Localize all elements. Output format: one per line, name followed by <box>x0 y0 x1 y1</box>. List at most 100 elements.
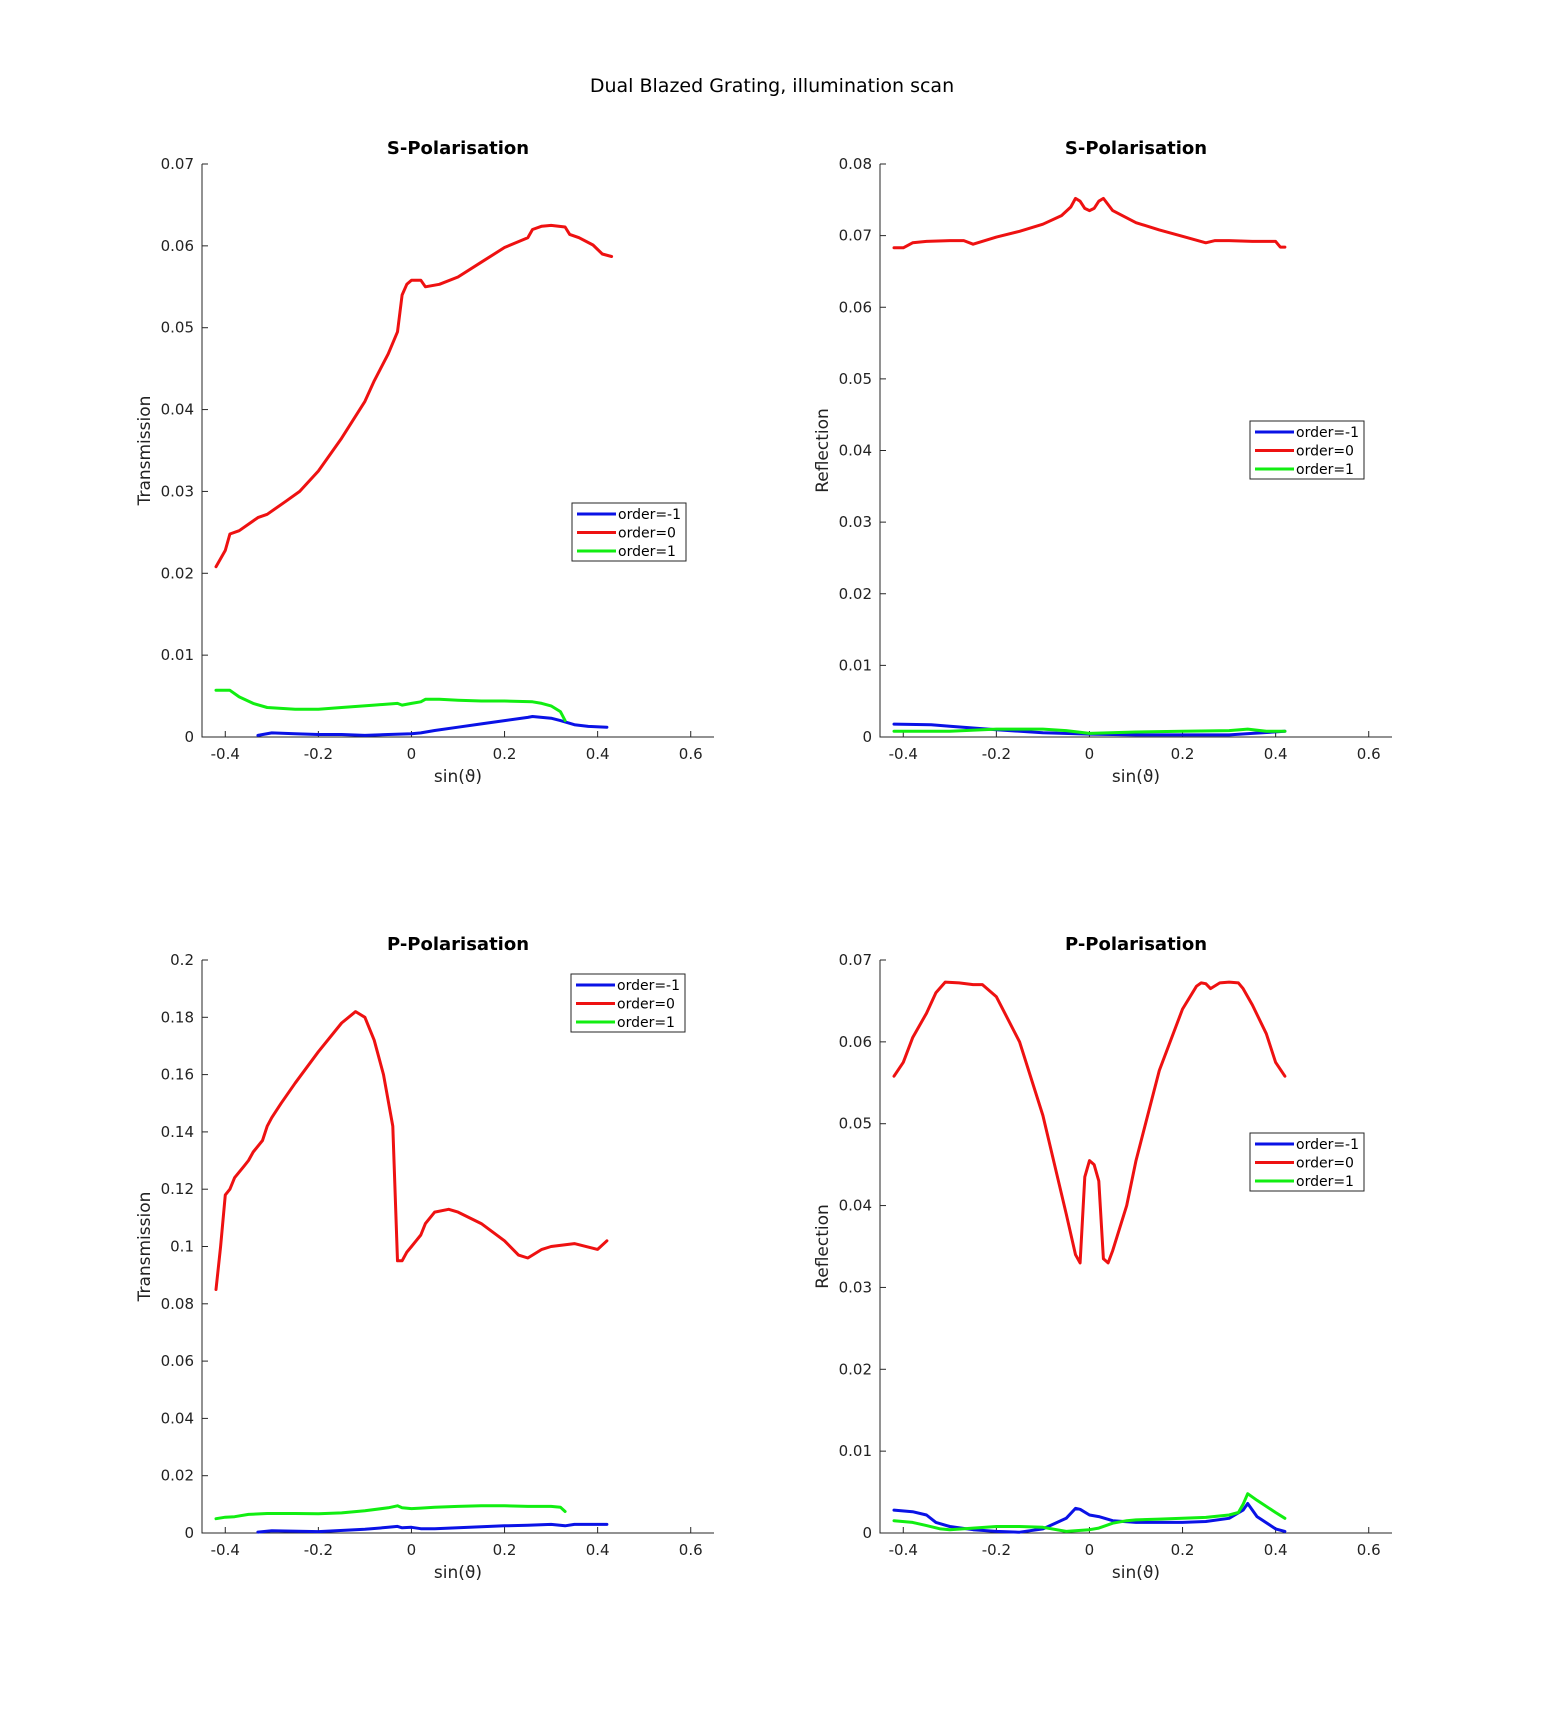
panel-2: S-Polarisation -0.4 -0.2 0 0.2 0.4 0.6 0 0.01 0.0… <box>813 138 1392 787</box>
y-tick-label: 0.14 <box>161 1123 194 1141</box>
legend: order=-1 order=0 order=1 <box>570 973 686 1033</box>
panel-title: P-Polarisation <box>1065 934 1207 955</box>
y-tick-label: 0 <box>184 1524 194 1542</box>
y-tick-label: 0.03 <box>839 513 872 531</box>
y-tick-label: 0.05 <box>161 319 194 337</box>
panel-title: P-Polarisation <box>387 934 529 955</box>
y-tick-label: 0.04 <box>161 401 194 419</box>
series-line-orderminus1 <box>256 715 609 737</box>
x-tick-label: -0.4 <box>889 745 918 763</box>
x-tick-label: 0.6 <box>1357 745 1381 763</box>
y-axis-label: Reflection <box>813 408 833 493</box>
axes-frame <box>879 960 1392 1534</box>
x-tick-label: 0.2 <box>1171 745 1195 763</box>
panel-3: P-Polarisation -0.4 -0.2 0 0.2 0.4 0.6 0 0.02 0.0… <box>135 934 714 1583</box>
y-tick-label: 0.08 <box>161 1295 194 1313</box>
series-line-order1 <box>892 1492 1287 1533</box>
y-tick-label: 0.02 <box>839 585 872 603</box>
y-tick-label: 0.06 <box>839 1033 872 1051</box>
axes-frame <box>201 960 714 1534</box>
x-tick-label: -0.2 <box>982 745 1011 763</box>
x-tick-label: 0.4 <box>1264 745 1288 763</box>
y-tick-label: 0.12 <box>161 1180 194 1198</box>
x-tick-label: -0.4 <box>211 1541 240 1559</box>
x-tick-label: 0 <box>407 1541 417 1559</box>
y-tick-label: 0.01 <box>161 646 194 664</box>
x-tick-label: 0.6 <box>1357 1541 1381 1559</box>
legend-entry: order=1 <box>1296 1174 1354 1190</box>
x-tick-label: 0 <box>1085 1541 1095 1559</box>
series-line-orderminus1 <box>256 1522 609 1534</box>
legend: order=-1 order=0 order=1 <box>1249 1132 1365 1192</box>
y-tick-label: 0.03 <box>839 1278 872 1296</box>
panel-1: S-Polarisation -0.4 -0.2 0 0.2 0.4 0.6 0 0.01 0.0… <box>135 138 714 787</box>
y-axis-label: Reflection <box>813 1204 833 1289</box>
legend-entry: order=1 <box>618 544 676 560</box>
legend-entry: order=-1 <box>617 978 680 994</box>
x-axis-label: sin(ϑ) <box>1112 767 1160 787</box>
y-tick-label: 0.01 <box>839 1442 872 1460</box>
y-tick-label: 0.06 <box>161 1352 194 1370</box>
x-tick-label: -0.2 <box>304 1541 333 1559</box>
x-tick-label: 0.2 <box>1171 1541 1195 1559</box>
figure-title: Dual Blazed Grating, illumination scan <box>590 75 954 97</box>
y-axis-label: Transmission <box>135 1192 155 1303</box>
series-line-order1 <box>214 688 567 723</box>
x-tick-label: -0.2 <box>982 1541 1011 1559</box>
series-line-order0 <box>214 1010 609 1291</box>
legend-entry: order=-1 <box>1296 425 1359 441</box>
legend-entry: order=1 <box>617 1015 675 1031</box>
y-tick-label: 0.04 <box>161 1409 194 1427</box>
legend: order=-1 order=0 order=1 <box>571 502 687 562</box>
legend-entry: order=0 <box>618 526 676 542</box>
series-line-order1 <box>892 727 1287 735</box>
y-tick-label: 0.2 <box>170 951 194 969</box>
y-tick-label: 0 <box>862 728 872 746</box>
panel-4: P-Polarisation -0.4 -0.2 0 0.2 0.4 0.6 0 0.01 0.0… <box>813 934 1392 1583</box>
x-tick-label: 0.6 <box>679 745 703 763</box>
x-tick-label: 0.6 <box>679 1541 703 1559</box>
x-axis-label: sin(ϑ) <box>434 767 482 787</box>
y-tick-label: 0.02 <box>839 1360 872 1378</box>
series-line-order0 <box>892 980 1287 1265</box>
x-tick-label: 0.4 <box>586 745 610 763</box>
panels: S-Polarisation -0.4 -0.2 0 0.2 0.4 0.6 0 0.01 0.0… <box>135 138 1392 1583</box>
panel-title: S-Polarisation <box>387 138 529 159</box>
legend-entry: order=0 <box>1296 444 1354 460</box>
x-tick-label: 0.4 <box>586 1541 610 1559</box>
x-tick-label: 0 <box>407 745 417 763</box>
x-tick-label: 0.4 <box>1264 1541 1288 1559</box>
y-tick-label: 0.07 <box>839 227 872 245</box>
y-tick-label: 0.07 <box>839 951 872 969</box>
y-tick-label: 0.05 <box>839 1115 872 1133</box>
x-tick-label: -0.2 <box>304 745 333 763</box>
x-tick-label: -0.4 <box>889 1541 918 1559</box>
y-tick-label: 0 <box>862 1524 872 1542</box>
legend-entry: order=0 <box>1296 1156 1354 1172</box>
y-tick-label: 0.08 <box>839 155 872 173</box>
y-tick-label: 0.01 <box>839 656 872 674</box>
y-tick-label: 0.18 <box>161 1008 194 1026</box>
y-tick-label: 0.04 <box>839 1197 872 1215</box>
series-line-orderminus1 <box>892 1502 1287 1534</box>
x-axis-label: sin(ϑ) <box>1112 1563 1160 1583</box>
y-tick-label: 0.02 <box>161 564 194 582</box>
legend-entry: order=-1 <box>618 507 681 523</box>
y-tick-label: 0.06 <box>839 298 872 316</box>
legend-entry: order=1 <box>1296 462 1354 478</box>
series-line-order1 <box>214 1504 567 1521</box>
panel-title: S-Polarisation <box>1065 138 1207 159</box>
y-tick-label: 0.1 <box>170 1238 194 1256</box>
x-tick-label: 0.2 <box>493 1541 517 1559</box>
axes-frame <box>201 164 714 738</box>
y-tick-label: 0.16 <box>161 1066 194 1084</box>
y-tick-label: 0.05 <box>839 370 872 388</box>
y-axis-label: Transmission <box>135 396 155 507</box>
legend: order=-1 order=0 order=1 <box>1249 420 1365 480</box>
legend-entry: order=0 <box>617 997 675 1013</box>
x-axis-label: sin(ϑ) <box>434 1563 482 1583</box>
y-tick-label: 0.04 <box>839 442 872 460</box>
series-line-order0 <box>214 223 614 569</box>
y-tick-label: 0.03 <box>161 482 194 500</box>
